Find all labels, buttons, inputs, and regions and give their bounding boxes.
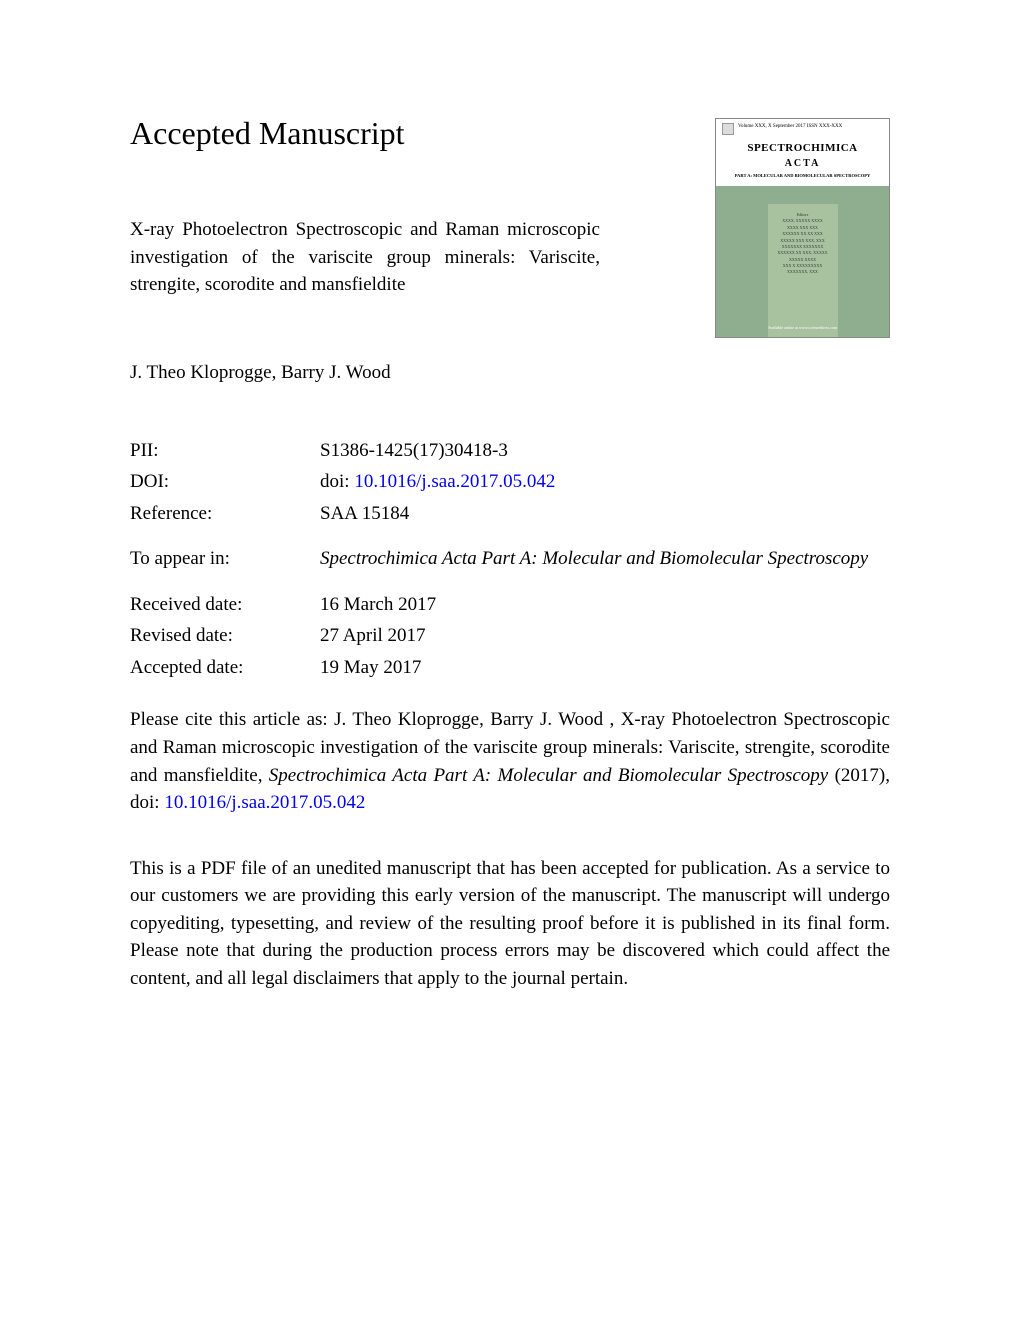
cover-journal-subname: ACTA: [720, 157, 885, 172]
meta-label-received: Received date:: [130, 591, 320, 619]
meta-label-reference: Reference:: [130, 500, 320, 528]
article-title: X-ray Photoelectron Spectroscopic and Ra…: [130, 216, 600, 299]
meta-value-accepted: 19 May 2017: [320, 654, 890, 682]
cover-editor-line: XXXXXXX, XXX: [772, 269, 834, 275]
meta-label-toappear: To appear in:: [130, 545, 320, 573]
cover-title-area: SPECTROCHIMICA ACTA PART A: MOLECULAR AN…: [716, 139, 889, 186]
elsevier-logo-icon: [722, 123, 734, 135]
meta-row-received: Received date: 16 March 2017: [130, 591, 890, 619]
header-row: Accepted Manuscript X-ray Photoelectron …: [130, 110, 890, 412]
cover-journal-name: SPECTROCHIMICA: [720, 141, 885, 157]
doi-link[interactable]: 10.1016/j.saa.2017.05.042: [354, 471, 555, 492]
meta-value-reference: SAA 15184: [320, 500, 890, 528]
cover-body: Editors XXXX, XXXXX XXXX XXXX XXX XXX XX…: [716, 186, 889, 337]
accepted-manuscript-heading: Accepted Manuscript: [130, 110, 600, 156]
meta-value-revised: 27 April 2017: [320, 622, 890, 650]
authors-line: J. Theo Kloprogge, Barry J. Wood: [130, 359, 600, 387]
cover-top-bar: Volume XXX, X September 2017 ISSN XXX-XX…: [716, 119, 889, 139]
meta-value-toappear: Spectrochimica Acta Part A: Molecular an…: [320, 545, 890, 573]
meta-row-doi: DOI: doi: 10.1016/j.saa.2017.05.042: [130, 468, 890, 496]
citation-paragraph: Please cite this article as: J. Theo Klo…: [130, 706, 890, 816]
metadata-table: PII: S1386-1425(17)30418-3 DOI: doi: 10.…: [130, 437, 890, 682]
cover-part-line: PART A: MOLECULAR AND BIOMOLECULAR SPECT…: [720, 173, 885, 180]
cover-editor-line: XXXXX XXX XXX, XXX: [772, 238, 834, 244]
meta-value-doi: doi: 10.1016/j.saa.2017.05.042: [320, 468, 890, 496]
meta-row-reference: Reference: SAA 15184: [130, 500, 890, 528]
doi-prefix: doi:: [320, 471, 354, 492]
cover-editor-line: XXXXXX XX XXX, XXXXX: [772, 250, 834, 256]
header-left-column: Accepted Manuscript X-ray Photoelectron …: [130, 110, 600, 412]
citation-doi-link[interactable]: 10.1016/j.saa.2017.05.042: [164, 792, 365, 813]
cover-editors-panel: Editors XXXX, XXXXX XXXX XXXX XXX XXX XX…: [768, 204, 838, 337]
meta-label-pii: PII:: [130, 437, 320, 465]
meta-row-revised: Revised date: 27 April 2017: [130, 622, 890, 650]
journal-cover-thumbnail: Volume XXX, X September 2017 ISSN XXX-XX…: [715, 118, 890, 338]
cover-top-text: Volume XXX, X September 2017 ISSN XXX-XX…: [738, 123, 842, 130]
meta-label-accepted: Accepted date:: [130, 654, 320, 682]
meta-row-toappear: To appear in: Spectrochimica Acta Part A…: [130, 545, 890, 573]
meta-row-pii: PII: S1386-1425(17)30418-3: [130, 437, 890, 465]
cover-footer-text: Available online at www.sciencedirect.co…: [716, 325, 889, 331]
meta-value-pii: S1386-1425(17)30418-3: [320, 437, 890, 465]
disclaimer-paragraph: This is a PDF file of an unedited manusc…: [130, 855, 890, 993]
meta-label-revised: Revised date:: [130, 622, 320, 650]
meta-value-received: 16 March 2017: [320, 591, 890, 619]
meta-row-accepted: Accepted date: 19 May 2017: [130, 654, 890, 682]
citation-journal-name: Spectrochimica Acta Part A: Molecular an…: [269, 765, 828, 786]
meta-label-doi: DOI:: [130, 468, 320, 496]
